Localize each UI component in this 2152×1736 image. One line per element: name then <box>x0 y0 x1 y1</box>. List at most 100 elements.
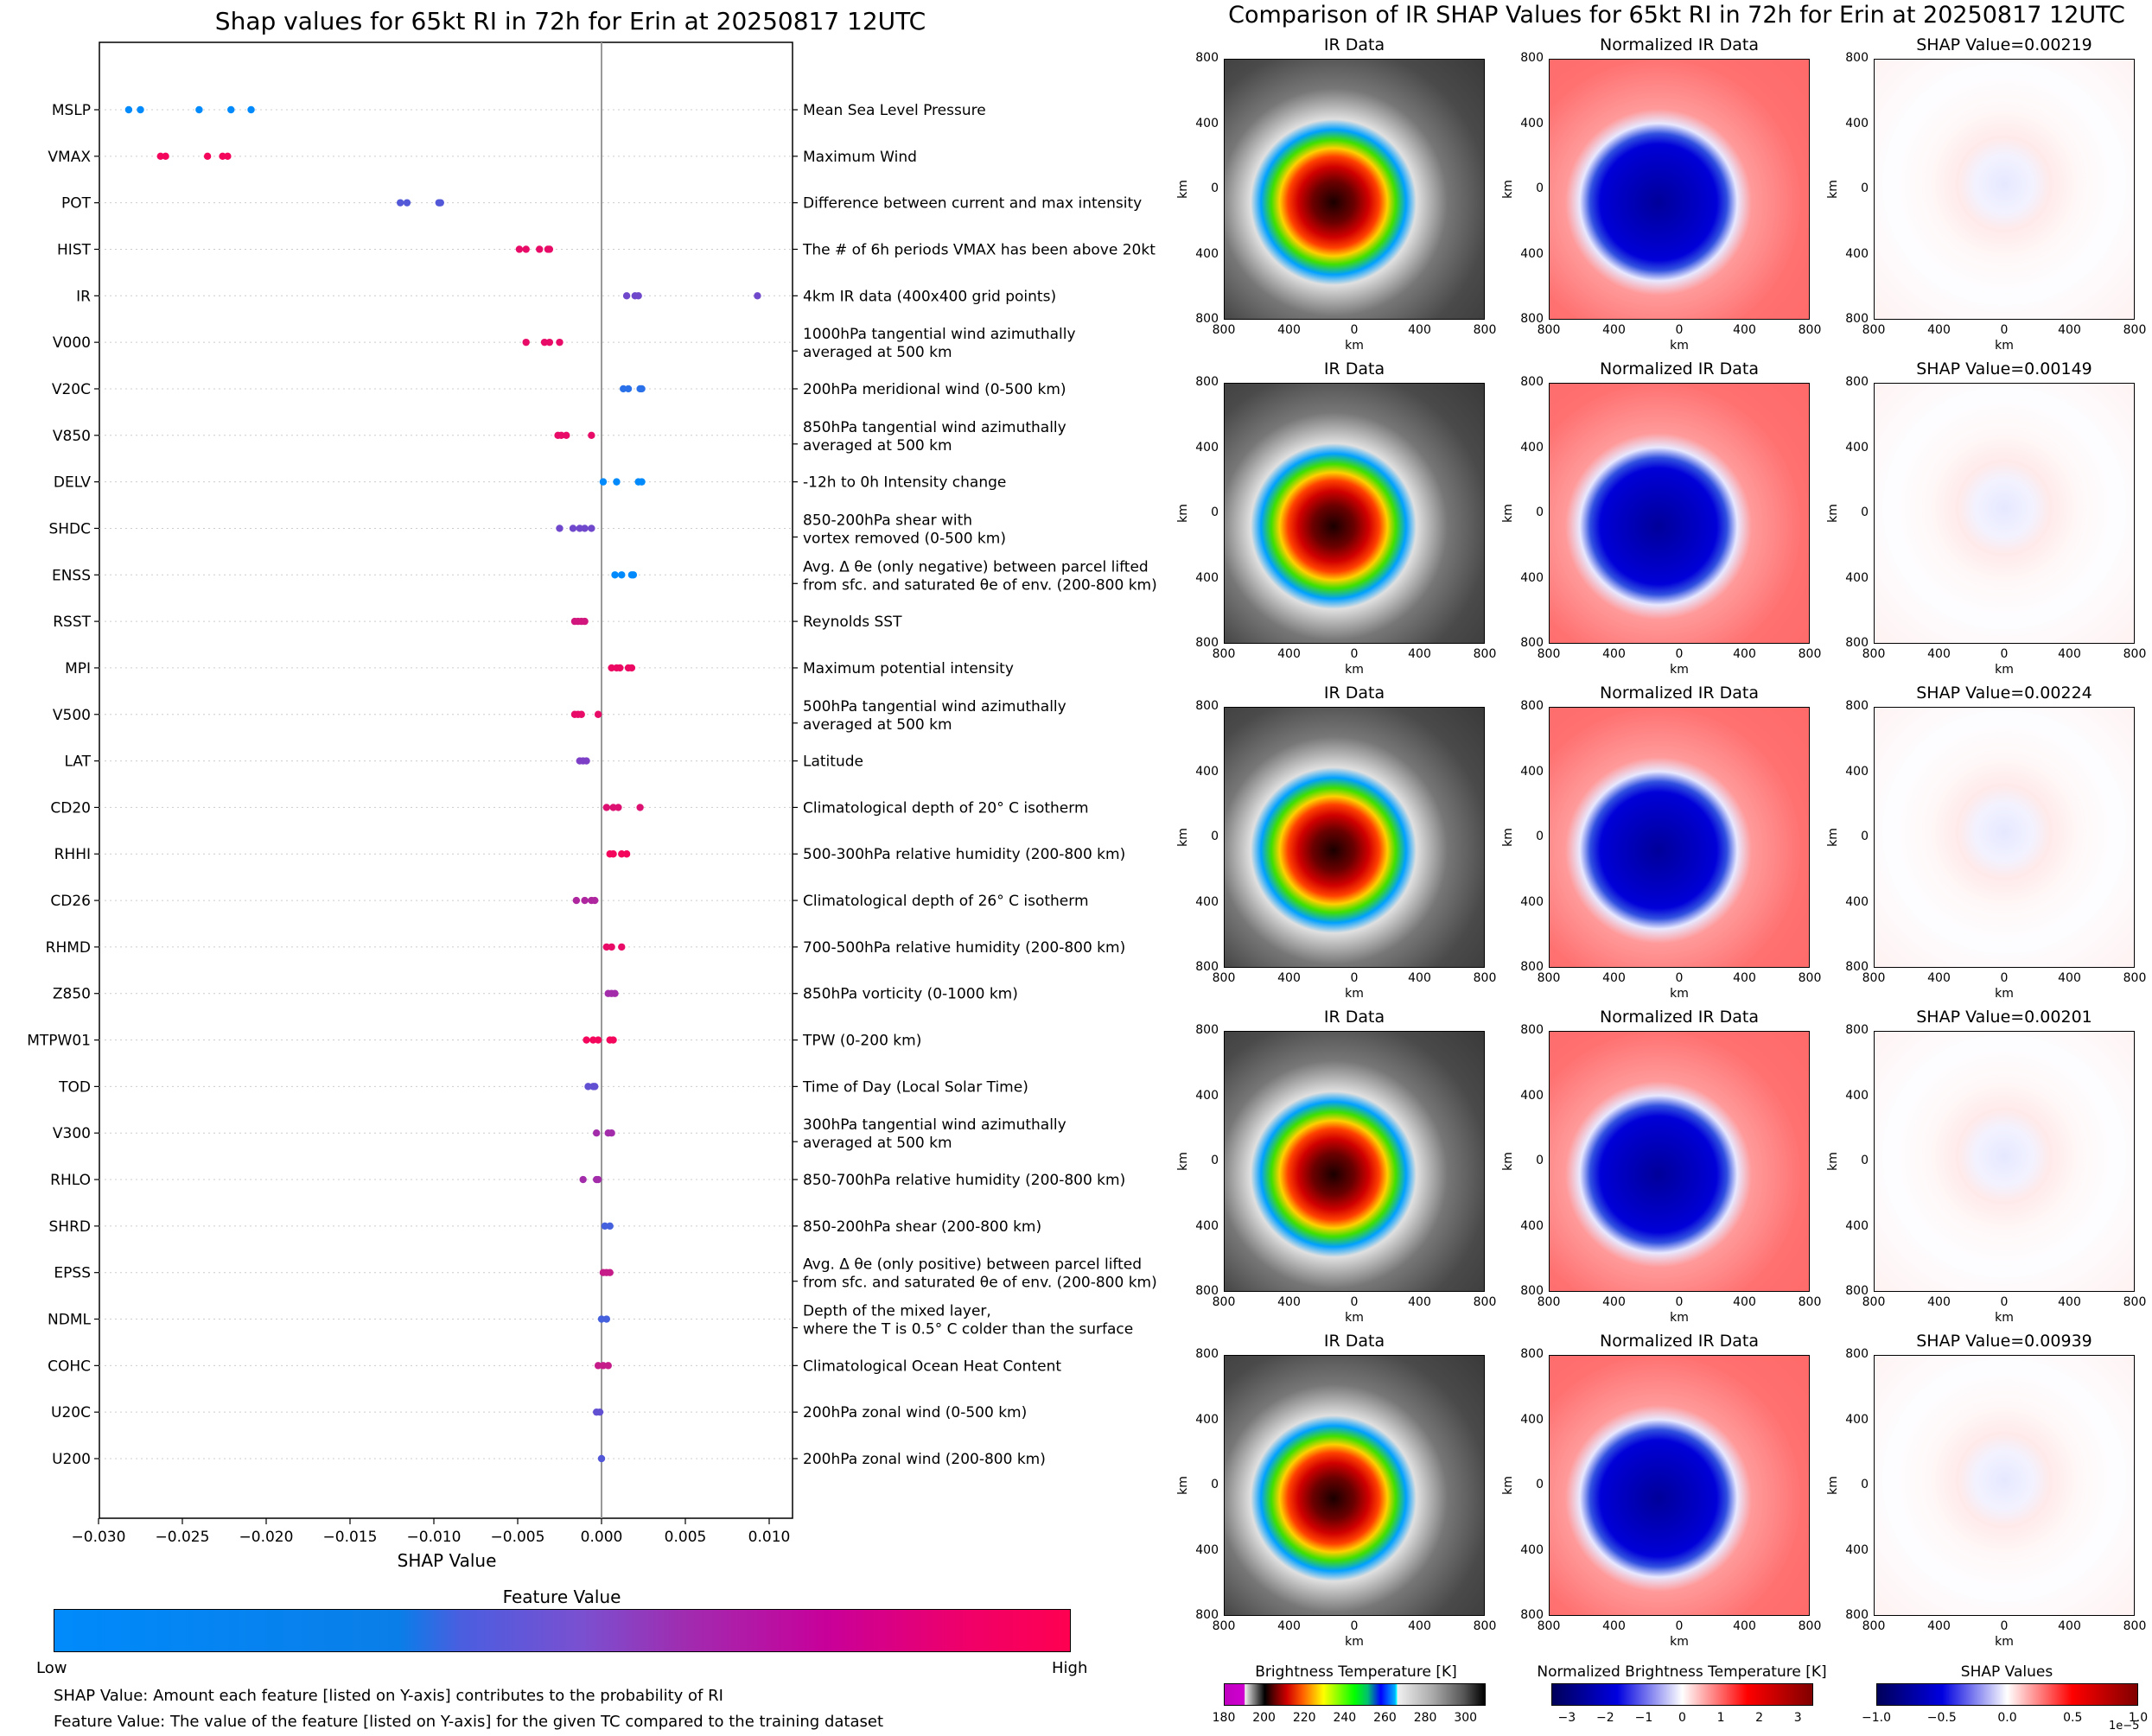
shap-point <box>584 1083 592 1091</box>
feature-label: EPSS <box>54 1265 91 1282</box>
x-tick-label: 800 <box>1212 647 1236 661</box>
y-axis-label: km <box>1825 1152 1840 1171</box>
shap-point <box>594 1175 602 1184</box>
x-tick-label: 400 <box>1602 1295 1626 1309</box>
feature-description: Latitude <box>803 754 863 771</box>
x-tick-label: 0 <box>1350 647 1359 661</box>
shap-map-image <box>1874 1355 2135 1616</box>
x-tick-label: 400 <box>2058 971 2081 985</box>
x-tick-label: 400 <box>2058 323 2081 337</box>
feature-description: Avg. Δ θe (only positive) between parcel… <box>803 1256 1142 1274</box>
shap-point <box>581 617 589 626</box>
feature-description: averaged at 500 km <box>803 437 952 455</box>
shap-point <box>754 292 761 300</box>
x-tick-label: 400 <box>1602 323 1626 337</box>
colorbar-tick-label: 260 <box>1373 1711 1397 1725</box>
feature-label: IR <box>76 288 91 305</box>
x-tick-label: 800 <box>1798 971 1822 985</box>
shap-colorbar-label: SHAP Values <box>1960 1663 2053 1681</box>
x-tick-label: 0 <box>1350 1619 1359 1633</box>
y-tick-label: 800 <box>1845 1347 1869 1361</box>
y-tick-label: 0 <box>1861 1478 1869 1491</box>
x-axis-label: km <box>1670 663 1689 677</box>
shap-point <box>583 1036 590 1044</box>
x-tick-label: 0 <box>2000 323 2009 337</box>
y-axis-label: km <box>1825 180 1840 199</box>
y-tick-label: 800 <box>1520 960 1544 974</box>
shap-point <box>622 292 631 300</box>
x-axis-label: km <box>1670 1311 1689 1325</box>
feature-value-colorbar <box>54 1609 1071 1652</box>
feature-label: V000 <box>53 334 91 352</box>
y-axis-label: km <box>1175 1152 1190 1171</box>
y-tick-label: 800 <box>1195 1284 1219 1298</box>
ir-data-title: IR Data <box>1323 1332 1385 1351</box>
shap-point <box>599 1362 608 1370</box>
feature-description: 4km IR data (400x400 grid points) <box>803 288 1056 305</box>
x-tick-label: 0 <box>2000 647 2009 661</box>
feature-label: V20C <box>52 381 91 398</box>
x-tick-label: 800 <box>2123 971 2147 985</box>
y-tick-label: 0 <box>1211 1478 1219 1491</box>
ir-data-title: IR Data <box>1323 684 1385 703</box>
x-tick-label: 400 <box>1927 647 1951 661</box>
y-tick-label: 800 <box>1195 375 1219 389</box>
shap-point <box>618 943 626 951</box>
y-tick-label: 400 <box>1195 1218 1219 1233</box>
shap-point <box>601 1222 609 1230</box>
feature-description: Climatological depth of 26° C isotherm <box>803 893 1089 910</box>
colorbar-tick-label: −2 <box>1596 1711 1614 1725</box>
x-tick-label: 400 <box>1277 1295 1301 1309</box>
colorbar-tick-label: −3 <box>1557 1711 1576 1725</box>
x-tick-label: 400 <box>1408 647 1431 661</box>
x-tick-label: 400 <box>1602 647 1626 661</box>
normalized-ir-title: Normalized IR Data <box>1600 359 1759 378</box>
x-axis-label: km <box>1995 1635 2014 1649</box>
shap-point <box>614 804 622 811</box>
shap-map-image <box>1874 383 2135 644</box>
shap-map-image <box>1874 59 2135 320</box>
shap-point <box>563 431 570 439</box>
x-tick-label: 0 <box>2000 1619 2009 1633</box>
shap-values-colorbar <box>1876 1683 2138 1706</box>
normalized-ir-image <box>1549 1031 1810 1292</box>
x-tick-label: 400 <box>1733 647 1756 661</box>
shap-point <box>577 710 585 718</box>
feature-label: DELV <box>54 474 91 492</box>
shap-point <box>609 804 617 811</box>
shap-point <box>595 1408 604 1416</box>
y-tick-label: 800 <box>1195 1608 1219 1622</box>
colorbar-tick-label: 1.0 <box>2128 1711 2149 1725</box>
x-tick-label: 400 <box>2058 647 2081 661</box>
feature-description: 850-200hPa shear with <box>803 512 972 529</box>
x-tick-label: 800 <box>1473 647 1497 661</box>
feature-description: TPW (0-200 km) <box>802 1033 921 1050</box>
y-tick-label: 0 <box>1211 830 1219 843</box>
x-tick-label: 0 <box>1675 323 1684 337</box>
ir-data-title: IR Data <box>1323 359 1385 378</box>
x-tick-label: 0 <box>1350 323 1359 337</box>
x-axis-label: km <box>1345 1635 1364 1649</box>
y-tick-label: 0 <box>1536 1154 1544 1167</box>
y-tick-label: 800 <box>1520 636 1544 650</box>
note-feature-value: Feature Value: The value of the feature … <box>54 1713 884 1731</box>
y-tick-label: 800 <box>1845 51 1869 65</box>
shap-point <box>611 989 619 997</box>
y-tick-label: 400 <box>1195 1412 1219 1427</box>
x-tick-label: 0 <box>1675 971 1684 985</box>
x-tick-label: 800 <box>1537 971 1561 985</box>
x-tick-label: 400 <box>1733 1295 1756 1309</box>
shap-value-title: SHAP Value=0.00149 <box>1916 359 2092 378</box>
shap-point <box>195 105 203 114</box>
y-tick-label: 800 <box>1195 1347 1219 1361</box>
x-tick-label: 400 <box>1408 1295 1431 1309</box>
shap-point <box>515 245 524 253</box>
shap-point <box>557 431 565 439</box>
feature-description: 200hPa zonal wind (200-800 km) <box>803 1451 1046 1468</box>
x-tick-label: 800 <box>1862 1619 1886 1633</box>
shap-point <box>599 478 608 486</box>
right-chart-title: Comparison of IR SHAP Values for 65kt RI… <box>1228 2 2125 29</box>
x-tick-label: 800 <box>1473 1295 1497 1309</box>
y-tick-label: 800 <box>1520 1608 1544 1622</box>
shap-value-title: SHAP Value=0.00219 <box>1916 35 2092 54</box>
